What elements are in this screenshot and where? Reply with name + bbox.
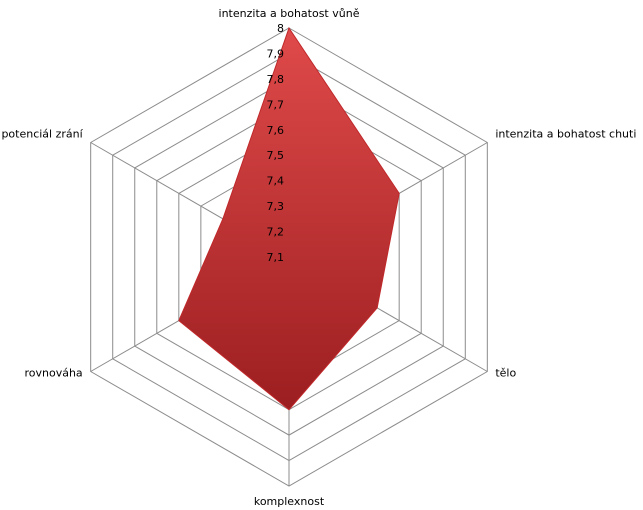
category-label: komplexnost: [254, 495, 325, 508]
tick-label: 7,5: [267, 149, 285, 162]
category-label: intenzita a bohatost vůně: [219, 7, 360, 20]
tick-label: 7,7: [267, 98, 285, 111]
category-label: rovnováha: [24, 367, 82, 380]
tick-label: 7,8: [267, 73, 285, 86]
category-label: intenzita a bohatost chuti: [495, 128, 636, 141]
tick-label: 7,4: [267, 175, 285, 188]
tick-label: 7,3: [267, 200, 285, 213]
tick-label: 7,6: [267, 124, 285, 137]
tick-label: 7,9: [267, 47, 285, 60]
tick-label: 7,1: [267, 251, 285, 264]
tick-label: 8: [277, 22, 284, 35]
data-area: [178, 26, 400, 411]
tick-label: 7,2: [267, 226, 285, 239]
category-label: potenciál zrání: [1, 128, 83, 141]
category-label: tělo: [495, 367, 516, 380]
